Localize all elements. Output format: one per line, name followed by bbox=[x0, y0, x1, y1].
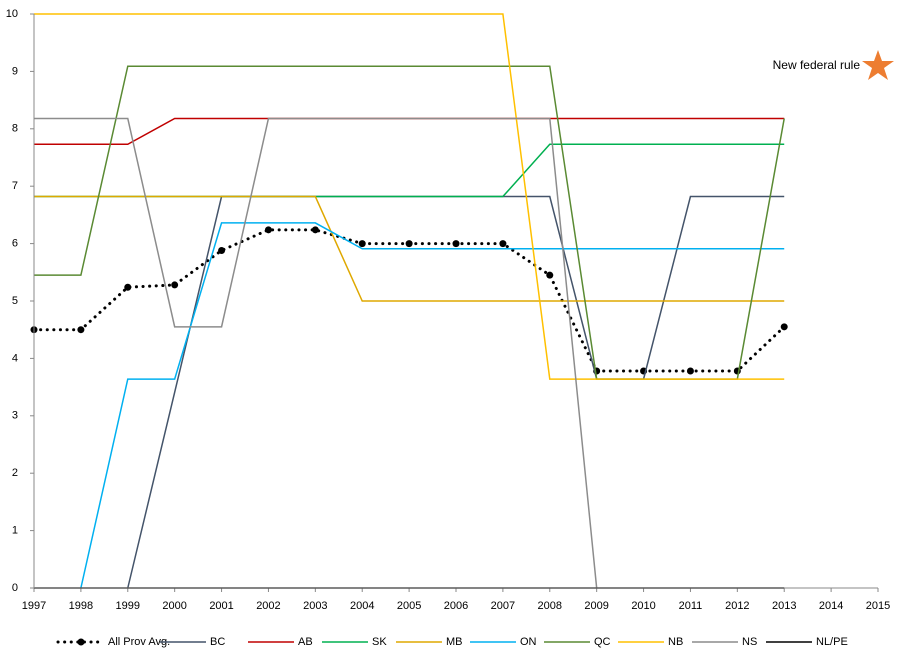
x-tick-label: 2001 bbox=[209, 600, 233, 612]
y-tick-label: 2 bbox=[12, 467, 18, 479]
x-tick-label: 2007 bbox=[491, 600, 515, 612]
legend-marker bbox=[77, 638, 85, 646]
x-tick-label: 2000 bbox=[162, 600, 186, 612]
y-tick-label: 1 bbox=[12, 525, 18, 537]
y-tick-label: 9 bbox=[12, 65, 18, 77]
legend-label: QC bbox=[594, 636, 611, 648]
series-line bbox=[80, 222, 785, 589]
x-tick-label: 2003 bbox=[303, 600, 327, 612]
legend-label: NL/PE bbox=[816, 636, 848, 648]
x-tick-label: 2005 bbox=[397, 600, 421, 612]
legend-label: SK bbox=[372, 636, 387, 648]
legend-label: MB bbox=[446, 636, 463, 648]
legend-label: ON bbox=[520, 636, 537, 648]
point bbox=[499, 240, 507, 248]
y-tick-label: 3 bbox=[12, 410, 18, 422]
legend-label: BC bbox=[210, 636, 225, 648]
x-tick-label: 2011 bbox=[679, 600, 703, 612]
x-tick-label: 2010 bbox=[631, 600, 655, 612]
point bbox=[452, 240, 460, 248]
legend-label: NS bbox=[742, 636, 757, 648]
point bbox=[780, 323, 788, 331]
point bbox=[358, 240, 366, 248]
x-tick-label: 2004 bbox=[350, 600, 374, 612]
series-line bbox=[34, 195, 785, 302]
x-tick-label: 2014 bbox=[819, 600, 843, 612]
x-tick-label: 2008 bbox=[538, 600, 562, 612]
x-tick-label: 1998 bbox=[69, 600, 93, 612]
annotation: New federal rule bbox=[773, 58, 861, 72]
x-tick-label: 2002 bbox=[256, 600, 280, 612]
y-tick-label: 8 bbox=[12, 123, 18, 135]
legend-label: All Prov Avg. bbox=[108, 636, 170, 648]
point bbox=[405, 240, 413, 248]
annotation-star bbox=[862, 50, 894, 80]
point bbox=[218, 246, 226, 254]
x-tick-label: 2006 bbox=[444, 600, 468, 612]
x-tick-label: 2013 bbox=[772, 600, 796, 612]
series-line bbox=[34, 117, 598, 589]
x-tick-label: 2015 bbox=[866, 600, 890, 612]
point bbox=[124, 283, 132, 291]
series-line bbox=[34, 13, 785, 380]
point bbox=[77, 326, 85, 334]
series-line bbox=[34, 143, 785, 198]
x-tick-label: 1997 bbox=[22, 600, 46, 612]
y-tick-label: 5 bbox=[12, 295, 18, 307]
point bbox=[686, 367, 694, 375]
x-tick-label: 2009 bbox=[584, 600, 608, 612]
legend-label: AB bbox=[298, 636, 313, 648]
y-tick-label: 4 bbox=[12, 352, 18, 364]
x-tick-label: 1999 bbox=[116, 600, 140, 612]
y-tick-label: 6 bbox=[12, 238, 18, 250]
series-line bbox=[127, 195, 785, 589]
point bbox=[171, 281, 179, 289]
y-tick-label: 10 bbox=[6, 8, 18, 20]
x-tick-label: 2012 bbox=[725, 600, 749, 612]
point bbox=[546, 271, 554, 279]
y-tick-label: 0 bbox=[12, 582, 18, 594]
series-line bbox=[34, 65, 785, 380]
legend-label: NB bbox=[668, 636, 683, 648]
series-line bbox=[34, 117, 785, 146]
point bbox=[264, 226, 272, 234]
point bbox=[311, 226, 319, 234]
y-tick-label: 7 bbox=[12, 180, 18, 192]
